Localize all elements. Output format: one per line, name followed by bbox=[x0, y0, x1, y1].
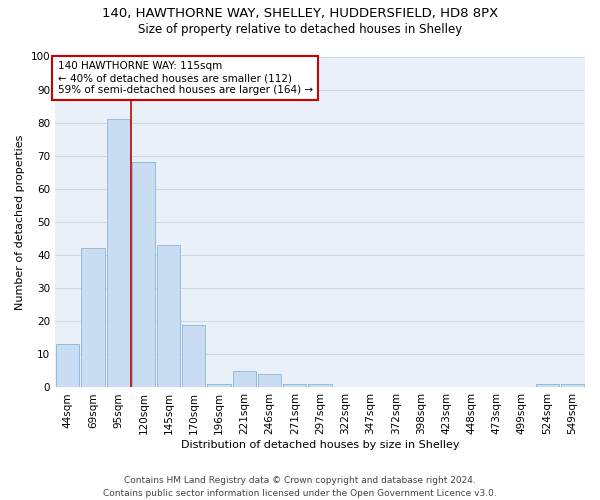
Text: Size of property relative to detached houses in Shelley: Size of property relative to detached ho… bbox=[138, 22, 462, 36]
Text: 140, HAWTHORNE WAY, SHELLEY, HUDDERSFIELD, HD8 8PX: 140, HAWTHORNE WAY, SHELLEY, HUDDERSFIEL… bbox=[102, 8, 498, 20]
Text: 140 HAWTHORNE WAY: 115sqm
← 40% of detached houses are smaller (112)
59% of semi: 140 HAWTHORNE WAY: 115sqm ← 40% of detac… bbox=[58, 62, 313, 94]
Bar bbox=[157, 245, 180, 388]
Bar bbox=[81, 248, 104, 388]
Bar bbox=[283, 384, 307, 388]
Bar bbox=[536, 384, 559, 388]
X-axis label: Distribution of detached houses by size in Shelley: Distribution of detached houses by size … bbox=[181, 440, 459, 450]
Bar bbox=[561, 384, 584, 388]
Bar bbox=[208, 384, 230, 388]
Bar bbox=[308, 384, 332, 388]
Bar bbox=[132, 162, 155, 388]
Text: Contains HM Land Registry data © Crown copyright and database right 2024.
Contai: Contains HM Land Registry data © Crown c… bbox=[103, 476, 497, 498]
Bar bbox=[182, 324, 205, 388]
Bar bbox=[56, 344, 79, 388]
Y-axis label: Number of detached properties: Number of detached properties bbox=[15, 134, 25, 310]
Bar bbox=[258, 374, 281, 388]
Bar bbox=[233, 371, 256, 388]
Bar bbox=[107, 120, 130, 388]
